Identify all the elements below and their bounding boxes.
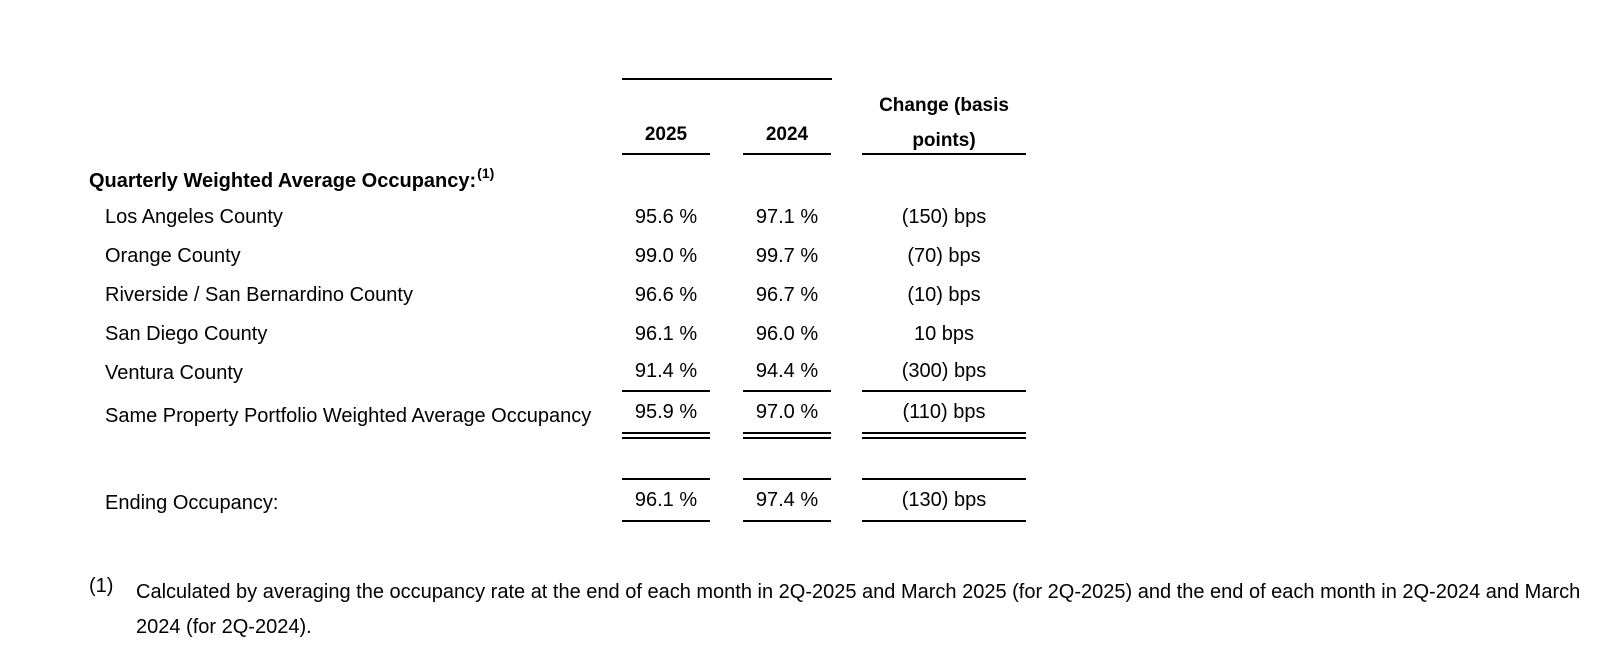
header-underline-2024	[743, 153, 831, 155]
header-top-rule	[622, 78, 832, 80]
footnote-text: Calculated by averaging the occupancy ra…	[136, 581, 1581, 638]
row-value-2025: 96.6 %	[634, 284, 698, 306]
footnote-marker: (1)	[89, 575, 114, 597]
section-title-text: Quarterly Weighted Average Occupancy:	[89, 170, 477, 192]
ending-bottom-rule-2024	[743, 520, 831, 522]
row-label: Riverside / San Bernardino County	[105, 284, 413, 306]
row-value-2025: 95.6 %	[634, 206, 698, 228]
ending-bottom-rule-2025	[622, 520, 710, 522]
ending-bottom-rule-change	[862, 520, 1026, 522]
total-change: (110) bps	[902, 401, 986, 423]
row-value-2025: 99.0 %	[634, 245, 698, 267]
column-header-2024: 2024	[765, 124, 809, 145]
column-header-2025: 2025	[644, 124, 688, 145]
ending-top-rule-change	[862, 478, 1026, 480]
subtotal-rule-2024	[743, 390, 831, 392]
row-change: 10 bps	[913, 323, 975, 345]
total-value-2025: 95.9 %	[634, 401, 698, 423]
column-header-change-line2: points)	[912, 130, 976, 151]
row-change: (70) bps	[907, 245, 981, 267]
section-footnote-ref: (1)	[477, 165, 495, 181]
row-label: Los Angeles County	[105, 206, 283, 228]
row-label: San Diego County	[105, 323, 268, 345]
total-label: Same Property Portfolio Weighted Average…	[105, 405, 592, 427]
total-double-rule-2025	[622, 432, 710, 439]
ending-change: (130) bps	[901, 489, 987, 511]
ending-label: Ending Occupancy:	[105, 492, 279, 514]
row-change: (150) bps	[901, 206, 987, 228]
total-value-2024: 97.0 %	[755, 401, 819, 423]
subtotal-rule-2025	[622, 390, 710, 392]
ending-value-2025: 96.1 %	[634, 489, 698, 511]
row-label: Ventura County	[105, 362, 243, 384]
ending-value-2024: 97.4 %	[755, 489, 819, 511]
section-title: Quarterly Weighted Average Occupancy:(1)	[89, 165, 494, 193]
row-value-2024: 96.0 %	[755, 323, 819, 345]
row-value-2025: 91.4 %	[634, 360, 698, 382]
header-underline-2025	[622, 153, 710, 155]
row-value-2024: 94.4 %	[755, 360, 819, 382]
row-change: (10) bps	[907, 284, 981, 306]
header-underline-change	[862, 153, 1026, 155]
ending-top-rule-2024	[743, 478, 831, 480]
row-change: (300) bps	[901, 360, 987, 382]
row-value-2024: 99.7 %	[755, 245, 819, 267]
column-header-change: Change (basis points)	[862, 88, 1026, 158]
total-double-rule-change	[862, 432, 1026, 439]
ending-top-rule-2025	[622, 478, 710, 480]
row-value-2024: 97.1 %	[755, 206, 819, 228]
row-value-2025: 96.1 %	[634, 323, 698, 345]
row-label: Orange County	[105, 245, 241, 267]
total-double-rule-2024	[743, 432, 831, 439]
row-value-2024: 96.7 %	[755, 284, 819, 306]
column-header-change-line1: Change (basis	[879, 95, 1009, 116]
subtotal-rule-change	[862, 390, 1026, 392]
